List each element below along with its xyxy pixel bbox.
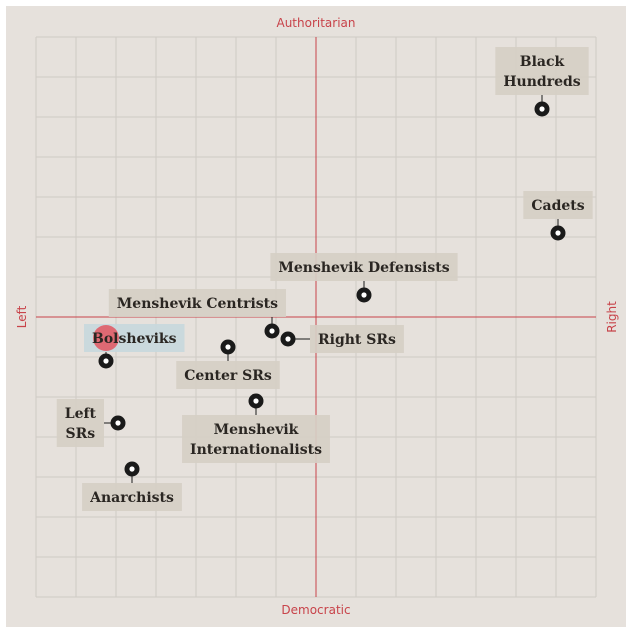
highlight-dot (93, 325, 119, 351)
label-box (310, 325, 404, 353)
point-group: Black Hundreds (495, 47, 589, 117)
point-group: Menshevik Internationalists (182, 393, 330, 463)
point-marker-center (253, 398, 259, 404)
point-label: Anarchists (89, 490, 174, 506)
data-points: Black Hundreds Cadets Menshevik Defensists M… (56, 47, 593, 511)
point-label: Menshevik Defensists (278, 260, 449, 276)
point-marker-center (285, 336, 291, 342)
point-label: Right SRs (318, 332, 396, 348)
point-marker-center (269, 328, 275, 334)
point-marker-center (103, 358, 109, 364)
axis-label-left: Left (15, 305, 29, 328)
point-marker-center (129, 466, 135, 472)
label-box (182, 415, 330, 463)
axis-label-top: Authoritarian (276, 16, 355, 30)
point-group: Center SRs (176, 339, 280, 389)
label-box (108, 289, 286, 317)
point-label: Menshevik (214, 422, 299, 438)
point-group: Cadets (523, 191, 593, 241)
point-label: Hundreds (503, 74, 580, 90)
label-box (176, 361, 280, 389)
axis-label-bottom: Democratic (281, 603, 350, 617)
label-box (523, 191, 593, 219)
point-label: Cadets (531, 198, 584, 214)
point-label: Center SRs (184, 368, 272, 384)
point-group: Anarchists (82, 461, 182, 511)
point-marker-center (115, 420, 121, 426)
point-group: Menshevik Defensists (270, 253, 458, 303)
point-marker-center (539, 106, 545, 112)
axis-label-right: Right (605, 301, 619, 333)
political-compass-chart: Authoritarian Democratic Left Right Blac… (6, 6, 626, 627)
label-box (56, 399, 104, 447)
point-marker-center (361, 292, 367, 298)
point-label: Bolsheviks (92, 331, 177, 347)
point-label: Internationalists (190, 442, 322, 458)
point-marker-center (225, 344, 231, 350)
label-box (495, 47, 589, 95)
point-label: Black (520, 54, 565, 70)
point-label: Menshevik Centrists (117, 296, 278, 312)
chart-canvas: Authoritarian Democratic Left Right Blac… (15, 16, 619, 617)
point-marker-center (555, 230, 561, 236)
point-group: Left SRs (56, 399, 126, 447)
point-group: Right SRs (280, 325, 404, 353)
label-box (82, 483, 182, 511)
point-group: Bolsheviks (84, 324, 185, 369)
point-label: SRs (66, 426, 96, 442)
point-label: Left (65, 406, 97, 422)
point-group: Menshevik Centrists (108, 289, 286, 339)
label-box (270, 253, 458, 281)
